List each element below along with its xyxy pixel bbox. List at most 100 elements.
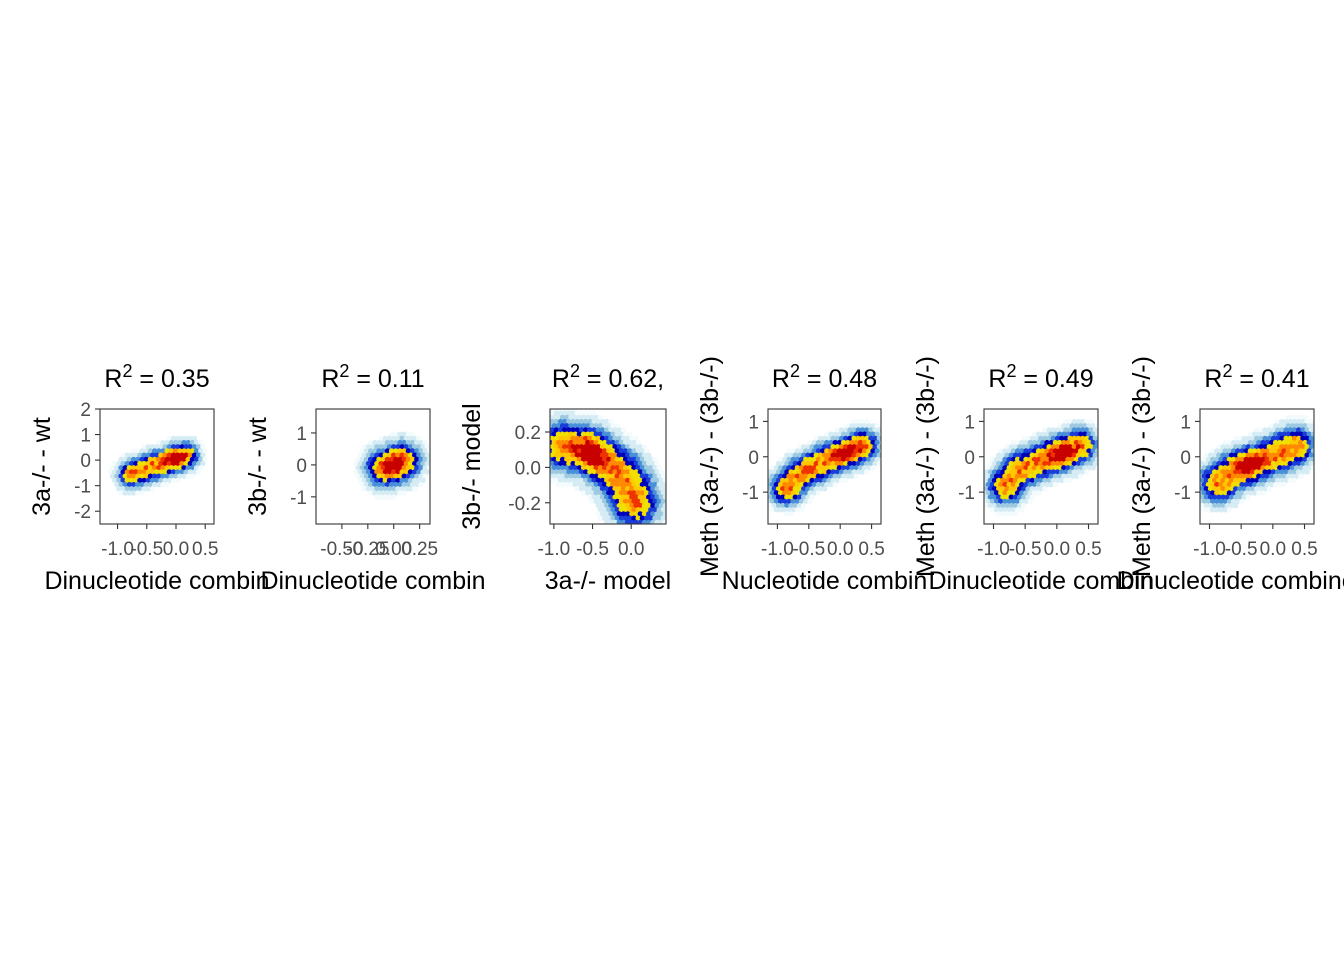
density-bin: [851, 418, 857, 425]
x-axis-title: Nucleotide combin: [722, 567, 928, 595]
density-bin: [382, 486, 388, 492]
density-bin: [769, 473, 775, 479]
density-bin: [395, 477, 401, 484]
density-bin: [1004, 452, 1010, 458]
density-bin: [597, 481, 604, 488]
density-bin: [374, 452, 380, 458]
density-bin: [589, 431, 595, 437]
density-bin: [1220, 469, 1226, 475]
density-bin: [409, 439, 416, 446]
density-bin: [606, 439, 612, 446]
density-bin: [597, 423, 604, 429]
density-bin: [822, 477, 828, 484]
density-bin: [580, 431, 587, 437]
density-bin: [985, 490, 991, 496]
density-bin: [1048, 481, 1054, 488]
density-bin: [771, 502, 777, 509]
density-bin: [386, 444, 393, 450]
density-bin: [608, 427, 614, 433]
density-bin: [1090, 456, 1096, 463]
density-bin: [993, 481, 1000, 488]
density-bin: [629, 444, 635, 450]
density-bin: [591, 418, 597, 425]
density-bin: [564, 414, 570, 421]
density-bin: [570, 444, 576, 450]
density-bin: [608, 519, 614, 524]
density-bin: [1222, 456, 1228, 463]
density-bin: [1216, 502, 1222, 509]
density-bin: [380, 439, 386, 446]
density-bin: [181, 456, 187, 463]
density-bin: [985, 473, 991, 479]
density-bin: [1002, 456, 1008, 463]
density-bin: [580, 448, 587, 454]
density-bin: [191, 435, 198, 442]
density-bin: [650, 477, 656, 484]
density-bin: [987, 460, 993, 467]
density-bin: [608, 444, 614, 450]
density-bin: [1212, 494, 1218, 500]
density-bin: [380, 490, 386, 496]
density-bin: [643, 515, 650, 521]
density-bin: [834, 460, 840, 467]
density-bin: [629, 519, 635, 524]
density-bin: [1061, 431, 1067, 437]
density-bin: [1073, 473, 1080, 479]
density-bin: [1061, 456, 1067, 463]
density-bin: [583, 410, 589, 416]
density-bin: [991, 477, 998, 484]
density-bin: [168, 448, 175, 454]
density-bin: [840, 448, 847, 454]
density-bin: [164, 439, 170, 446]
density-bin: [817, 460, 824, 467]
density-bin: [784, 494, 790, 500]
density-bin: [643, 465, 650, 471]
density-bin: [790, 490, 796, 496]
density-bin: [572, 439, 578, 446]
density-bin: [367, 456, 374, 463]
density-bin: [1277, 456, 1283, 463]
density-bin: [780, 494, 786, 500]
density-bin: [851, 452, 857, 458]
density-bin: [376, 439, 382, 446]
density-bin: [593, 498, 599, 505]
density-bin: [151, 465, 158, 471]
density-bin: [1285, 439, 1291, 446]
density-bin: [175, 469, 181, 475]
density-bin: [172, 473, 179, 479]
density-bin: [418, 456, 424, 463]
density-bin: [782, 481, 788, 488]
density-bin: [380, 473, 386, 479]
density-bin: [1029, 494, 1036, 500]
density-bin: [1042, 460, 1048, 467]
density-bin: [601, 448, 608, 454]
density-bin: [646, 519, 652, 524]
density-bin: [784, 511, 790, 517]
density-bin: [114, 473, 120, 479]
density-bin: [794, 481, 801, 488]
density-bin: [836, 439, 843, 446]
density-bin: [1275, 460, 1281, 467]
density-bin: [618, 507, 625, 513]
density-bin: [1249, 452, 1256, 458]
density-bin: [578, 460, 585, 467]
density-bin: [1065, 456, 1071, 463]
density-bin: [803, 456, 809, 463]
density-bin: [1033, 477, 1040, 484]
density-bin: [120, 469, 126, 475]
density-bin: [1220, 444, 1226, 450]
density-bin: [1038, 486, 1044, 492]
density-bin: [836, 456, 843, 463]
density-bin: [631, 498, 637, 505]
density-bin: [1017, 444, 1023, 450]
density-bin: [1010, 439, 1017, 446]
density-bin: [126, 490, 133, 496]
density-bin: [393, 481, 399, 488]
density-bin: [832, 465, 838, 471]
density-bin: [620, 494, 627, 500]
density-bin: [416, 452, 422, 458]
density-bin: [1302, 465, 1308, 471]
density-bin: [365, 452, 372, 458]
density-bin: [120, 486, 126, 492]
